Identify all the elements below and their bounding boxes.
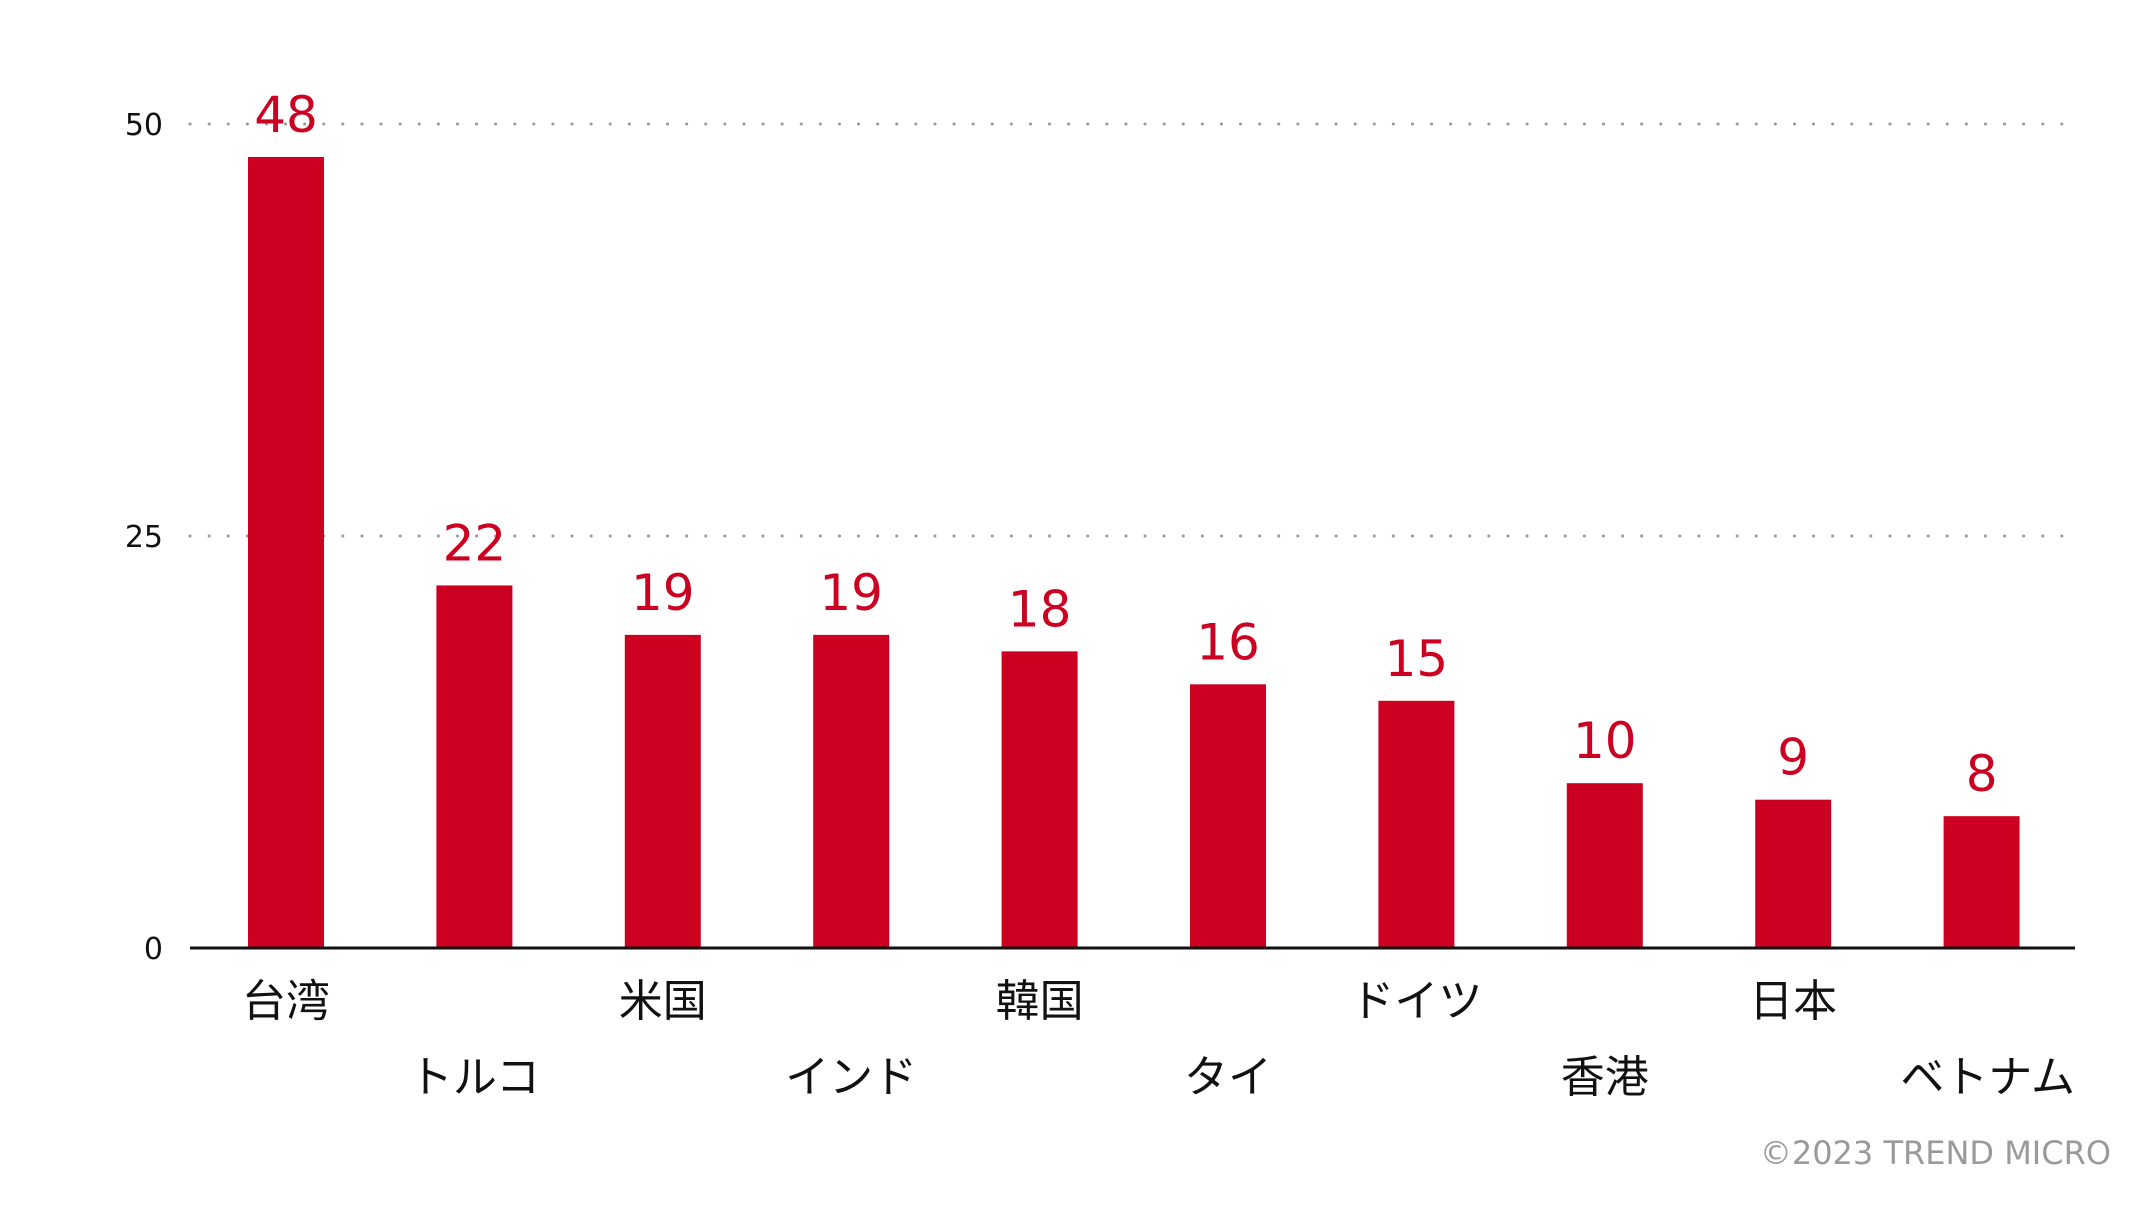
bar (1001, 651, 1078, 948)
bar (624, 634, 701, 948)
value-label: 22 (443, 514, 507, 572)
category-label: ベトナム (1900, 1052, 2075, 1103)
bar (1943, 816, 2020, 948)
bar-layer (248, 156, 2020, 948)
y-tick-label: 25 (125, 520, 163, 555)
bar (1190, 684, 1266, 948)
category-label: 日本 (1749, 976, 1837, 1027)
value-label: 48 (254, 86, 318, 144)
value-label: 16 (1196, 613, 1260, 671)
category-label: 米国 (619, 976, 707, 1027)
category-label: トルコ (409, 1052, 540, 1103)
label-layer: 0 25 50 48 台湾 22 トルコ 19 米国 19 インド 18 韓国 16 タイ 15 ドイツ 10 香港… (125, 86, 2075, 1103)
bar (813, 634, 890, 948)
bar (436, 585, 513, 948)
value-label: 9 (1777, 729, 1809, 787)
bar (1378, 700, 1455, 948)
bar (248, 156, 324, 948)
bar (1566, 783, 1643, 948)
value-label: 10 (1573, 712, 1637, 770)
value-label: 19 (819, 564, 883, 622)
y-tick-label: 0 (144, 932, 163, 967)
grid-layer (188, 122, 2077, 538)
value-label: 19 (631, 564, 695, 622)
value-label: 8 (1966, 745, 1998, 803)
value-label: 18 (1008, 580, 1072, 638)
value-label: 15 (1385, 630, 1449, 688)
category-label: 韓国 (996, 976, 1084, 1027)
copyright-text: ©2023 TREND MICRO (1759, 1134, 2111, 1172)
category-label: インド (785, 1052, 917, 1103)
y-tick-label: 50 (125, 108, 163, 143)
category-label: 台湾 (242, 976, 330, 1027)
category-label: タイ (1184, 1052, 1272, 1103)
category-label: 香港 (1561, 1052, 1649, 1103)
category-label: ドイツ (1350, 976, 1482, 1027)
bar (1755, 799, 1832, 948)
